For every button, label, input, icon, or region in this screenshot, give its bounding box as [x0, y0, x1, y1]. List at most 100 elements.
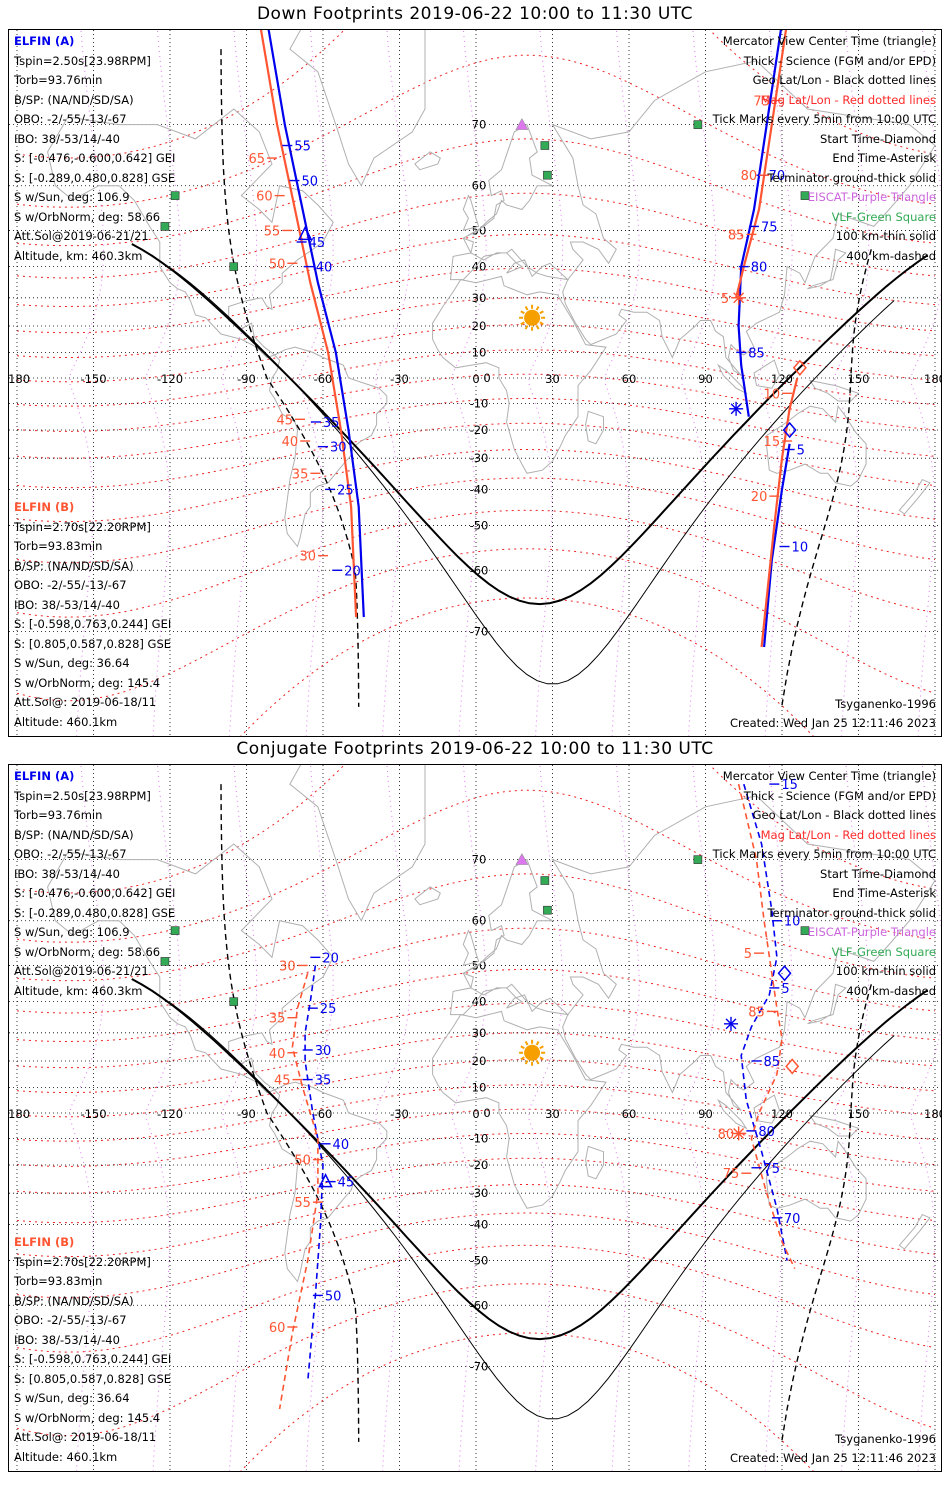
coast-greenland [289, 765, 426, 922]
lon-label: -150 [80, 1107, 106, 1121]
lat-label: 60 [472, 914, 487, 928]
elfin-a-tick-label: 25 [337, 483, 354, 498]
lat-label: 70 [472, 118, 487, 132]
elfin-b-tick-label: 60 [256, 190, 273, 205]
mag-lat-line [16, 1244, 936, 1353]
legend-item: Mag Lat/Lon - Red dotted lines [760, 92, 936, 107]
end-asterisk-icon [733, 1128, 745, 1139]
elfin-b-line: Att.Sol@: 2019-06-18/11 [14, 695, 157, 709]
lat-label: 20 [472, 1054, 487, 1068]
lon-label: -60 [314, 1107, 333, 1121]
legend-item: 100 km-thin solid [835, 229, 936, 243]
lat-label: -20 [470, 1158, 489, 1172]
legend-item: 100 km-thin solid [835, 964, 936, 978]
lon-label: 90 [698, 372, 713, 386]
elfin-b-conj-tick-label: 45 [274, 1074, 291, 1089]
lon-label: 180 [924, 1107, 942, 1121]
elfin-b-line: Altitude: 460.1km [14, 714, 118, 729]
lon-label: 150 [848, 1107, 870, 1121]
sun-ray [539, 1045, 544, 1050]
sun-ray [524, 305, 529, 311]
lat-label: -20 [470, 423, 489, 437]
lon-label: 150 [848, 372, 870, 386]
legend-item: 400 km-dashed [846, 983, 936, 998]
coast-borneo [753, 359, 781, 389]
lon-label: -150 [80, 372, 106, 386]
mag-lat-line [16, 398, 936, 459]
lat-label: 0 [483, 371, 490, 385]
coast-greenland [289, 30, 426, 187]
elfin-a2-tick-label: 80 [751, 261, 768, 276]
lat-label: -70 [470, 1359, 489, 1373]
elfin-a-conj-tick-label: 35 [315, 1074, 332, 1089]
elfin-a2-conj-tick-label: 85 [764, 1055, 781, 1070]
elfin-b-tick-label: 50 [269, 257, 286, 272]
lon-label: -180 [9, 1107, 30, 1121]
lat-label: 40 [472, 995, 487, 1009]
elfin-b-conj-tick-label: 50 [294, 1154, 311, 1169]
elfin-b-tick-label: 45 [277, 413, 294, 428]
lat-label: 10 [472, 345, 487, 359]
coast-europe [449, 123, 570, 281]
sun-icon [524, 309, 541, 326]
elfin-a-line: S w/OrbNorm, deg: 58.66 [14, 944, 161, 959]
lon-label: -90 [237, 372, 256, 386]
elfin-b-line: IBO: 38/-53/14/-40 [14, 1332, 120, 1347]
lon-label: 90 [698, 1107, 713, 1121]
legend-item: EISCAT-Purple Triangle [807, 925, 936, 939]
elfin-b-line: S w/Sun, deg: 36.64 [14, 1391, 130, 1405]
lat-label: 0 [483, 1106, 490, 1120]
sun-ray [520, 321, 525, 326]
elfin-b2-tick-label: 75 [753, 94, 770, 109]
vlf-square-icon [540, 141, 550, 150]
elfin-a-line: S w/OrbNorm, deg: 58.66 [14, 209, 161, 224]
elfin-b2-conj-tick-label: 85 [748, 1005, 765, 1020]
vlf-square-icon [543, 170, 552, 180]
elfin-a-conj-east [740, 783, 788, 1261]
legend-item: Terminator ground-thick solid [767, 170, 936, 185]
coast-japan [807, 983, 847, 1025]
legend-item: Geo Lat/Lon - Black dotted lines [752, 73, 936, 87]
elfin-b-label: ELFIN (B) [14, 500, 75, 514]
terminator-ground [131, 978, 928, 1341]
elfin-b-line: Torb=93.83min [14, 1274, 103, 1288]
elfin-b-line: S: [0.805,0.587,0.828] GSE [14, 1371, 172, 1386]
terminator-400km-west [220, 49, 360, 707]
sun-ray [535, 325, 540, 330]
elfin-b-line: S w/OrbNorm, deg: 145.4 [14, 1410, 161, 1425]
elfin-b-conj-tick-label: 35 [269, 1012, 286, 1027]
coast-japan [807, 248, 847, 290]
vlf-square-icon [543, 905, 552, 915]
elfin-a-info: ELFIN (A) Tspin=2.50s[23.98RPM] Torb=93.… [14, 767, 175, 1001]
coast-uk [462, 194, 480, 232]
lat-label: 70 [472, 853, 487, 867]
lat-label: 60 [472, 179, 487, 193]
panel-down-footprints: -180-150-120-90-60-300306090120150180706… [8, 29, 942, 737]
coast-europe [449, 858, 570, 1016]
sun-ray [524, 325, 529, 330]
elfin-a2-conj-tick-label: 15 [781, 778, 798, 793]
elfin-a-conj-west [304, 965, 324, 1383]
mag-lat-line [16, 297, 936, 358]
terminator-400km-west [220, 784, 360, 1442]
coast-sumatra [717, 1098, 748, 1130]
elfin-b-tick-label: 65 [248, 152, 265, 167]
mag-lat-line [16, 1212, 936, 1299]
coast-new-guinea [808, 379, 860, 402]
sun-ray [535, 1060, 540, 1065]
elfin-b-tick-label: 40 [282, 435, 299, 450]
coast-uk [462, 929, 480, 967]
elfin-a-conj-tick-label: 30 [315, 1044, 332, 1059]
elfin-b-track-east-south [760, 377, 799, 648]
legend-item: VLF-Green Square [831, 209, 936, 224]
elfin-a-label: ELFIN (A) [14, 34, 75, 48]
elfin-a-conj-tick-label: 25 [320, 1002, 337, 1017]
vlf-square-icon [800, 191, 810, 200]
lat-label: -40 [470, 1217, 489, 1231]
vlf-square-icon [693, 855, 703, 864]
elfin-b-info: ELFIN (B) Tspin=2.70s[22.20RPM] Torb=93.… [14, 1233, 171, 1467]
elfin-a-line: Altitude, km: 460.3km [14, 983, 143, 998]
elfin-a-line: Att.Sol@2019-06-21/21 [14, 229, 149, 243]
coast-asia [551, 60, 936, 376]
elfin-a-tick-label: 50 [301, 175, 318, 190]
